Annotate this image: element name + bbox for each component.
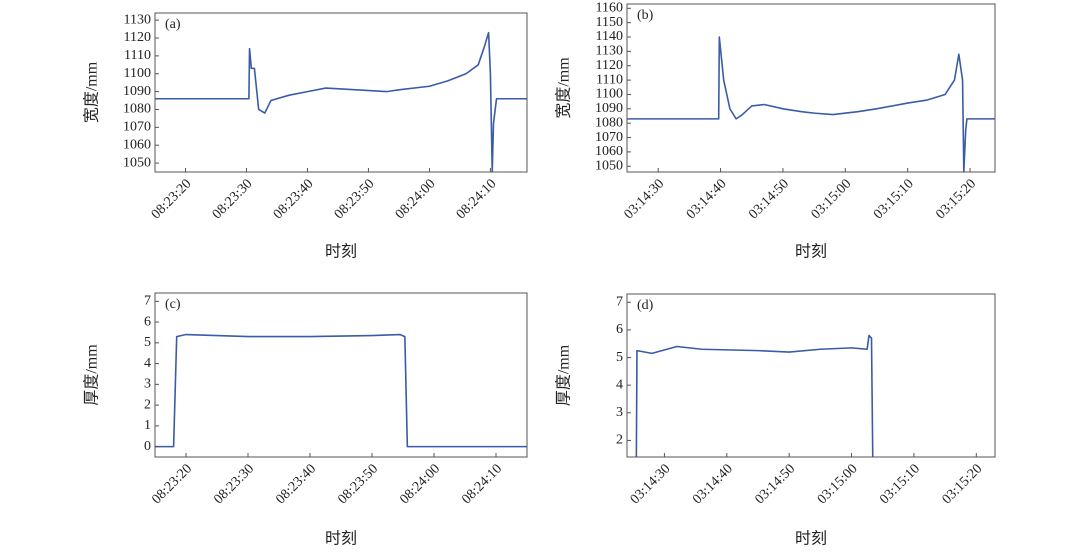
x-tick-label: 03:15:20 [933, 176, 979, 222]
y-tick-label: 6 [616, 322, 623, 337]
y-tick-label: 1100 [596, 87, 623, 102]
y-tick-label: 1070 [123, 120, 151, 135]
x-tick-label: 03:15:10 [877, 461, 923, 507]
x-tick-label: 08:23:40 [273, 461, 319, 507]
y-axis-label: 厚度/mm [83, 344, 101, 406]
x-tick-label: 08:24:00 [397, 461, 443, 507]
y-tick-label: 4 [616, 377, 623, 392]
x-tick-label: 03:14:40 [690, 461, 736, 507]
x-tick-label: 03:15:00 [809, 176, 855, 222]
y-tick-label: 0 [144, 439, 151, 454]
panel-label: (c) [165, 297, 181, 312]
x-axis-label: 时刻 [795, 530, 827, 548]
y-tick-label: 1050 [595, 158, 623, 173]
panel-label: (d) [637, 298, 654, 313]
y-tick-label: 1140 [596, 29, 623, 44]
x-tick-label: 03:14:30 [628, 461, 674, 507]
y-tick-label: 1070 [595, 130, 623, 145]
x-axis-label: 时刻 [325, 243, 357, 261]
y-tick-label: 1150 [596, 15, 623, 30]
plot-frame [154, 12, 528, 173]
plot-area [155, 333, 527, 448]
y-tick-label: 1130 [596, 44, 623, 59]
y-tick-label: 3 [616, 405, 623, 420]
y-tick-label: 2 [616, 433, 623, 448]
y-axis-label: 厚度/mm [555, 344, 573, 406]
x-tick-label: 08:23:50 [335, 461, 381, 507]
plot-frame [154, 292, 528, 458]
y-tick-label: 1 [144, 418, 151, 433]
x-tick-label: 03:14:50 [752, 461, 798, 507]
y-tick-label: 6 [144, 314, 151, 329]
x-tick-label: 08:24:00 [393, 176, 439, 222]
y-tick-label: 1120 [124, 30, 151, 45]
y-tick-label: 1050 [123, 155, 151, 170]
panel-label: (b) [637, 8, 654, 23]
x-tick-label: 08:23:30 [211, 461, 257, 507]
x-axis-label: 时刻 [325, 530, 357, 548]
x-tick-label: 08:23:30 [210, 176, 256, 222]
y-tick-label: 1060 [595, 144, 623, 159]
line-series [155, 333, 527, 448]
x-tick-label: 08:23:20 [149, 461, 195, 507]
y-axis-label: 宽度/mm [555, 57, 573, 119]
x-tick-label: 08:24:10 [454, 176, 500, 222]
y-tick-label: 1090 [123, 84, 151, 99]
y-tick-label: 5 [144, 335, 151, 350]
y-tick-label: 7 [616, 295, 623, 310]
y-tick-label: 1080 [123, 102, 151, 117]
x-tick-label: 03:14:30 [621, 176, 667, 222]
plot-frame [626, 293, 996, 458]
y-tick-label: 1110 [596, 72, 623, 87]
plot-area [627, 36, 995, 172]
x-tick-label: 08:23:50 [332, 176, 378, 222]
line-series [155, 31, 527, 172]
panel: 1050 1060 1070 1080 1090 1100 1110 1120 1130 08:2… [83, 12, 528, 261]
x-tick-label: 03:14:50 [746, 176, 792, 222]
y-tick-label: 5 [616, 350, 623, 365]
y-tick-label: 1060 [123, 137, 151, 152]
x-axis-label: 时刻 [795, 243, 827, 261]
y-tick-label: 2 [144, 397, 151, 412]
x-tick-label: 08:23:40 [271, 176, 317, 222]
x-tick-label: 03:15:20 [940, 461, 986, 507]
x-tick-label: 03:15:10 [871, 176, 917, 222]
y-tick-label: 1090 [595, 101, 623, 116]
y-tick-label: 1160 [596, 1, 623, 16]
plot-area [155, 31, 527, 172]
y-tick-label: 4 [144, 356, 151, 371]
y-tick-label: 1120 [596, 58, 623, 73]
panel: 1050106010701080109011001110112011301140… [555, 1, 996, 261]
panel-label: (a) [165, 17, 181, 32]
y-axis-label: 宽度/mm [83, 61, 101, 123]
line-series [627, 36, 995, 172]
x-tick-label: 08:24:10 [459, 461, 505, 507]
plot-frame [626, 3, 996, 173]
panel: 2 3 4 5 6 7 03:14:30 03:14:40 03:14:50 03:15:00 03… [555, 293, 996, 548]
y-tick-label: 1100 [124, 66, 151, 81]
y-tick-label: 3 [144, 377, 151, 392]
y-tick-label: 1130 [124, 12, 151, 27]
x-tick-label: 03:15:00 [815, 461, 861, 507]
line-series [635, 334, 874, 457]
panel: 0 1 2 3 4 5 6 7 08:23:20 08:23:30 08:23:40 08:23:50… [83, 292, 528, 548]
y-tick-label: 7 [144, 294, 151, 309]
x-tick-label: 08:23:20 [149, 176, 195, 222]
x-tick-label: 03:14:40 [684, 176, 730, 222]
y-tick-label: 1080 [595, 115, 623, 130]
y-tick-label: 1110 [124, 48, 151, 63]
plot-area [635, 334, 874, 457]
